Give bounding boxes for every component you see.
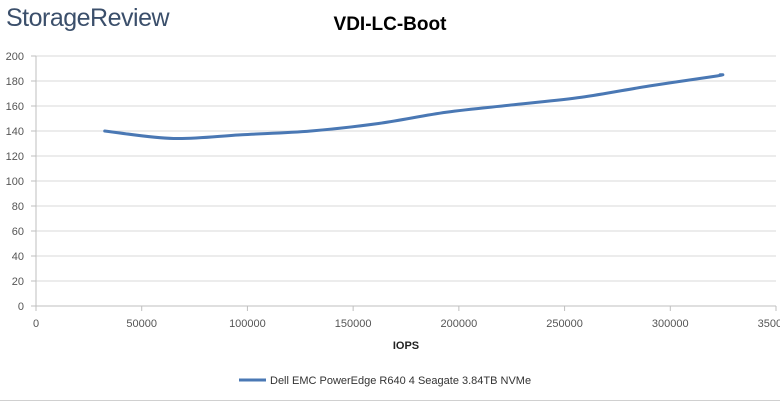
tick-labels: 0 20 40 60 80 100 120 140 160 180 200 0 50000 100000 1…	[6, 51, 780, 330]
x-tick-label: 300000	[652, 318, 689, 330]
gridlines	[36, 55, 776, 282]
y-tick-label: 100	[6, 176, 24, 188]
y-tick-label: 120	[6, 151, 24, 163]
y-tick-label: 80	[12, 201, 24, 213]
y-tick-label: 160	[6, 101, 24, 113]
x-tick-label: 50000	[126, 318, 157, 330]
y-tick-label: 20	[12, 276, 24, 288]
x-tick-label: 350000	[758, 318, 780, 330]
x-axis-title: IOPS	[393, 340, 419, 352]
series-lines	[103, 73, 725, 141]
x-tick-label: 150000	[335, 318, 372, 330]
legend: Dell EMC PowerEdge R640 4 Seagate 3.84TB…	[239, 375, 531, 387]
series-line	[103, 73, 725, 141]
y-tick-label: 60	[12, 226, 24, 238]
x-tick-label: 250000	[546, 318, 583, 330]
legend-label: Dell EMC PowerEdge R640 4 Seagate 3.84TB…	[270, 375, 531, 387]
storagereview-logo: StorageReview	[6, 4, 170, 32]
y-tick-label: 0	[18, 301, 24, 313]
x-tick-label: 0	[33, 318, 39, 330]
y-tick-label: 140	[6, 126, 24, 138]
axes	[31, 55, 777, 311]
y-tick-label: 40	[12, 251, 24, 263]
y-tick-label: 200	[6, 51, 24, 63]
y-tick-label: 180	[6, 76, 24, 88]
chart-title: VDI-LC-Boot	[333, 14, 447, 35]
x-tick-label: 200000	[440, 318, 477, 330]
x-tick-label: 100000	[229, 318, 266, 330]
